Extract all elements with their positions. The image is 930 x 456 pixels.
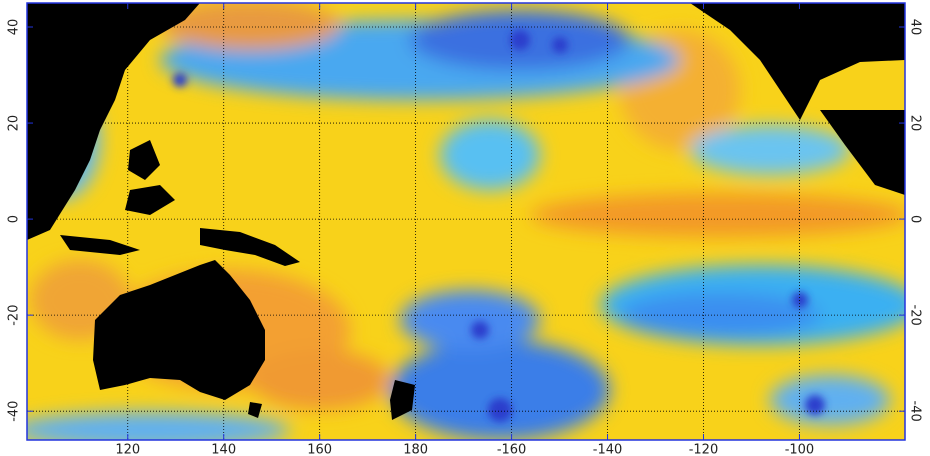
x-tick-label: 120 bbox=[115, 443, 140, 456]
y-tick-label-right: -20 bbox=[908, 305, 923, 326]
x-tick-label: 160 bbox=[307, 443, 332, 456]
y-tick-label-right: 0 bbox=[908, 215, 923, 223]
y-tick-label: -40 bbox=[7, 401, 22, 422]
y-tick-label: -20 bbox=[7, 305, 22, 326]
x-tick-label: -160 bbox=[497, 443, 527, 456]
plot-frame bbox=[26, 2, 906, 441]
y-tick-label-right: 20 bbox=[908, 115, 923, 132]
x-tick-label: 140 bbox=[211, 443, 236, 456]
sst-field bbox=[27, 3, 905, 440]
y-tick-label: 20 bbox=[7, 115, 22, 132]
y-tick-label: 40 bbox=[7, 19, 22, 36]
x-tick-label: -140 bbox=[593, 443, 623, 456]
x-tick-label: 180 bbox=[403, 443, 428, 456]
x-tick-label: -100 bbox=[785, 443, 815, 456]
y-tick-label: 0 bbox=[7, 215, 22, 223]
y-tick-label-right: -40 bbox=[908, 401, 923, 422]
land bbox=[27, 3, 905, 420]
x-tick-label: -120 bbox=[689, 443, 719, 456]
y-tick-label-right: 40 bbox=[908, 19, 923, 36]
